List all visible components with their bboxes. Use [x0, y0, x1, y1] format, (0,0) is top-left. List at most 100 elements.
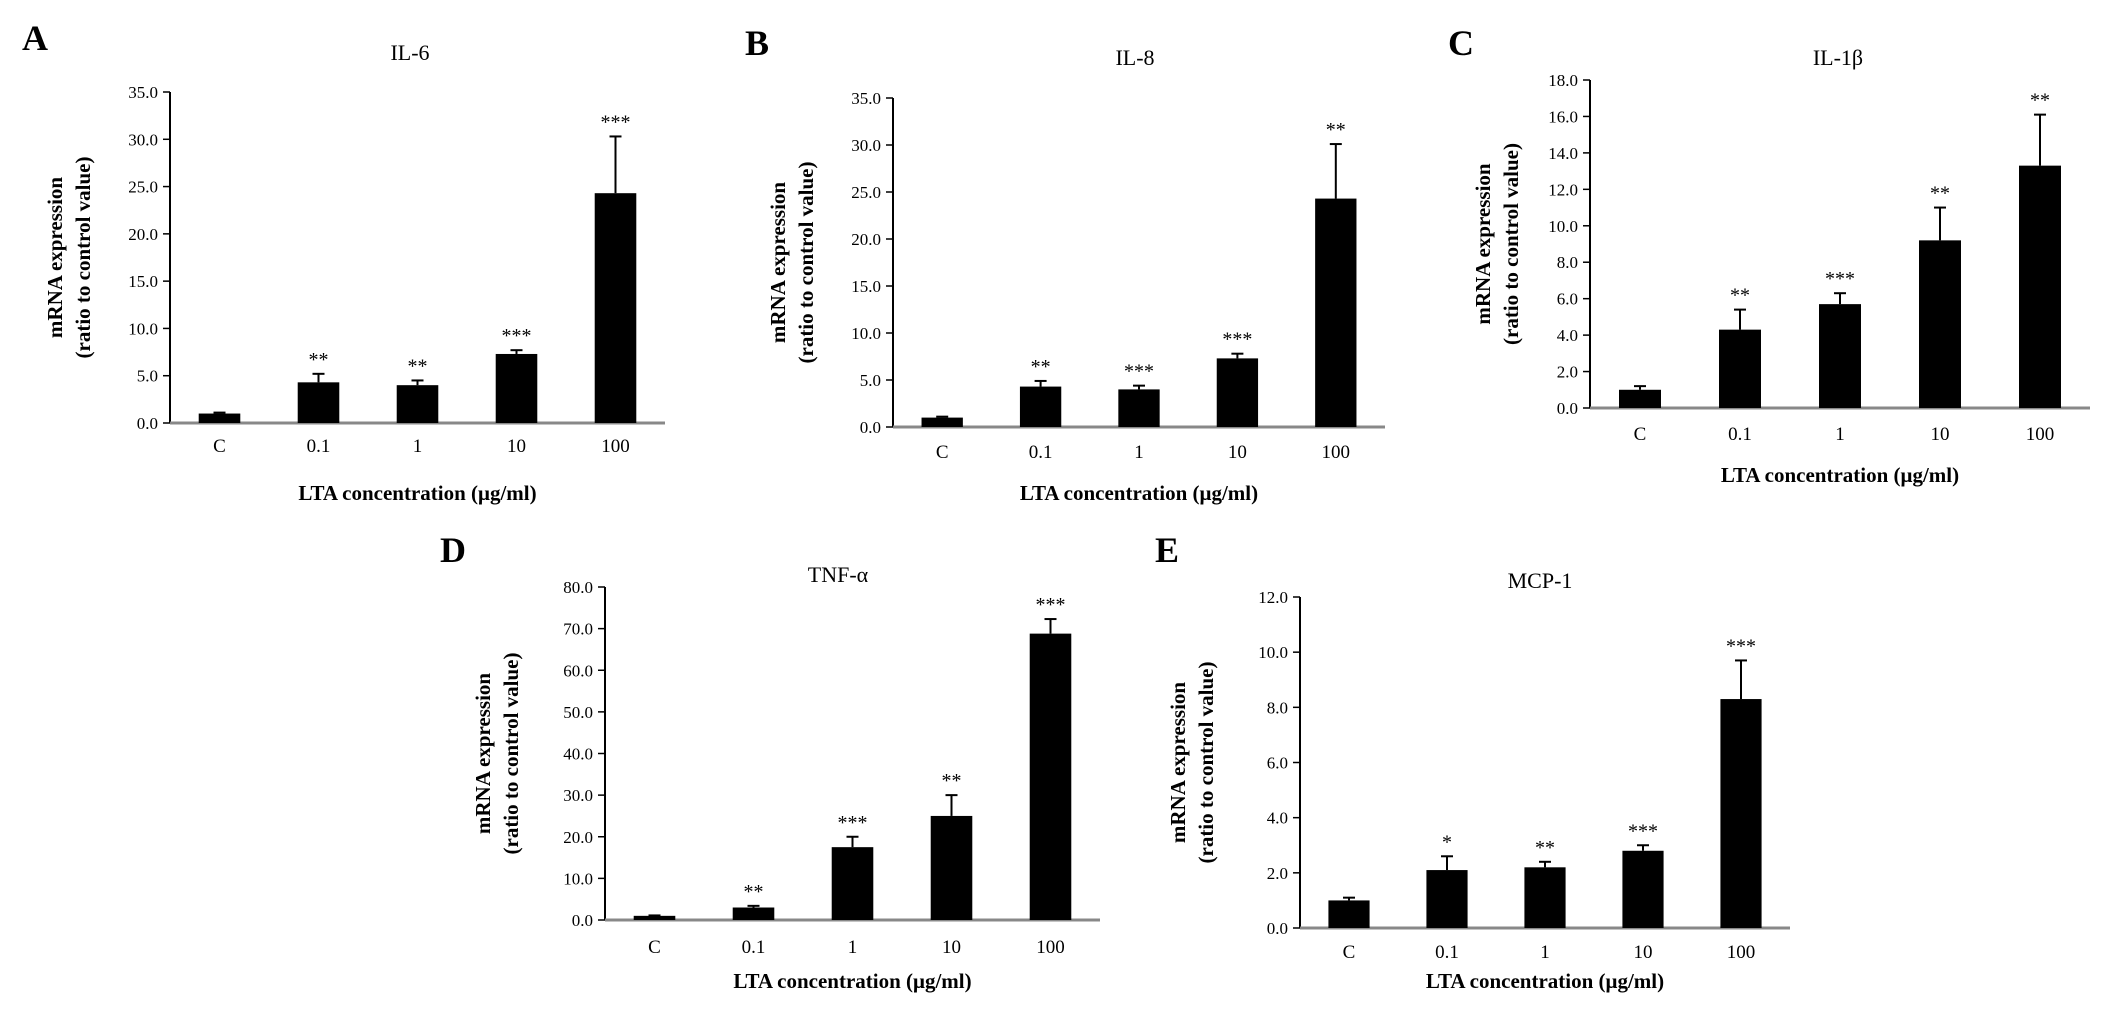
x-category-label: C [213, 436, 226, 457]
significance-label: ** [1730, 285, 1750, 307]
significance-label: *** [1036, 594, 1066, 616]
panel-letter: A [22, 18, 48, 58]
y-axis-title: (ratio to control value) [1194, 662, 1218, 864]
x-category-label: C [648, 937, 661, 958]
y-tick-label: 18.0 [1548, 71, 1578, 90]
y-tick-label: 0.0 [1267, 919, 1288, 938]
bar [1719, 329, 1761, 408]
significance-label: *** [1825, 268, 1855, 290]
significance-label: *** [1628, 820, 1658, 842]
bar [396, 385, 439, 423]
y-tick-label: 80.0 [563, 578, 593, 597]
x-category-label: 0.1 [1435, 942, 1459, 963]
y-tick-label: 6.0 [1557, 290, 1578, 309]
y-tick-label: 2.0 [1267, 864, 1288, 883]
y-axis-title: mRNA expression [1166, 682, 1190, 844]
panel-letter: C [1448, 23, 1474, 63]
x-category-label: 10 [942, 937, 961, 958]
significance-label: ** [1535, 837, 1555, 859]
panel-letter: E [1155, 530, 1179, 570]
significance-label: *** [838, 812, 868, 834]
y-axis-title: (ratio to control value) [1499, 143, 1523, 345]
y-tick-label: 60.0 [563, 661, 593, 680]
y-tick-label: 0.0 [1557, 399, 1578, 418]
x-axis-title: LTA concentration (μg/ml) [298, 481, 536, 505]
y-tick-label: 25.0 [128, 178, 158, 197]
y-tick-label: 30.0 [851, 136, 881, 155]
chart-title: TNF-α [808, 562, 869, 587]
y-tick-label: 6.0 [1267, 754, 1288, 773]
x-category-label: 10 [1931, 424, 1950, 445]
y-tick-label: 70.0 [563, 620, 593, 639]
bar [921, 417, 963, 427]
y-tick-label: 35.0 [128, 83, 158, 102]
y-tick-label: 16.0 [1548, 107, 1578, 126]
x-category-label: 1 [413, 436, 423, 457]
y-tick-label: 10.0 [851, 324, 881, 343]
x-category-label: 1 [1134, 442, 1144, 463]
bar [732, 907, 775, 920]
panel-letter: D [440, 530, 466, 570]
significance-label: ** [1930, 183, 1950, 205]
y-tick-label: 35.0 [851, 89, 881, 108]
y-axis-title: (ratio to control value) [794, 162, 818, 364]
y-tick-label: 15.0 [851, 277, 881, 296]
bar [1619, 389, 1661, 408]
y-tick-label: 10.0 [128, 319, 158, 338]
significance-label: *** [601, 111, 631, 133]
x-category-label: 1 [848, 937, 858, 958]
y-axis-title: mRNA expression [766, 182, 790, 344]
x-category-label: C [936, 442, 949, 463]
y-tick-label: 14.0 [1548, 144, 1578, 163]
x-category-label: 0.1 [307, 436, 331, 457]
chart-panel-b: B IL-8 0.0 5.0 10.0 15.0 20.0 25.0 30.0 35.0 mRNA … [745, 23, 1385, 505]
y-tick-label: 0.0 [572, 911, 593, 930]
bar [1216, 358, 1259, 427]
bar [1328, 900, 1370, 928]
chart-panel-d: D TNF-α 0.0 10.0 20.0 30.0 40.0 50.0 60.0 70.0 80.… [440, 530, 1100, 993]
y-tick-label: 10.0 [563, 869, 593, 888]
significance-label: *** [1222, 329, 1252, 351]
y-tick-label: 4.0 [1267, 809, 1288, 828]
x-category-label: 100 [2026, 424, 2055, 445]
significance-label: ** [1326, 119, 1346, 141]
y-tick-label: 25.0 [851, 183, 881, 202]
y-tick-label: 40.0 [563, 745, 593, 764]
x-category-label: 1 [1835, 424, 1845, 445]
y-axis-title: mRNA expression [43, 177, 67, 339]
bar [297, 382, 340, 423]
significance-label: ** [942, 770, 962, 792]
chart-title: IL-6 [390, 40, 429, 65]
panel-letter: B [745, 23, 769, 63]
x-category-label: 10 [1634, 942, 1653, 963]
bar [1720, 699, 1762, 928]
y-tick-label: 10.0 [1258, 643, 1288, 662]
x-axis-title: LTA concentration (μg/ml) [1020, 481, 1258, 505]
chart-panel-a: A IL-6 0.0 5.0 10.0 15.0 20.0 25.0 30.0 35.0 mRNA … [22, 18, 665, 505]
y-tick-label: 30.0 [128, 130, 158, 149]
y-tick-label: 0.0 [860, 418, 881, 437]
y-tick-label: 5.0 [137, 367, 158, 386]
y-tick-label: 20.0 [128, 225, 158, 244]
bar [633, 915, 676, 920]
y-tick-label: 50.0 [563, 703, 593, 722]
x-category-label: 10 [1228, 442, 1247, 463]
bar [1118, 389, 1160, 427]
bar [1426, 870, 1468, 928]
x-category-label: 100 [1036, 937, 1065, 958]
significance-label: ** [309, 349, 329, 371]
y-tick-label: 12.0 [1258, 588, 1288, 607]
bar [2019, 165, 2061, 408]
x-category-label: 0.1 [1029, 442, 1053, 463]
y-tick-label: 20.0 [563, 828, 593, 847]
y-tick-label: 2.0 [1557, 363, 1578, 382]
bar [1315, 198, 1357, 427]
y-axis-title: mRNA expression [471, 673, 495, 835]
x-category-label: 0.1 [1728, 424, 1752, 445]
bar [1019, 386, 1062, 427]
significance-label: ** [744, 881, 764, 903]
x-category-label: C [1634, 424, 1647, 445]
significance-label: *** [1124, 361, 1154, 383]
chart-panel-c: C IL-1β 0.0 2.0 4.0 6.0 8.0 10.0 12.0 14.0 16.0 18.… [1448, 23, 2090, 487]
